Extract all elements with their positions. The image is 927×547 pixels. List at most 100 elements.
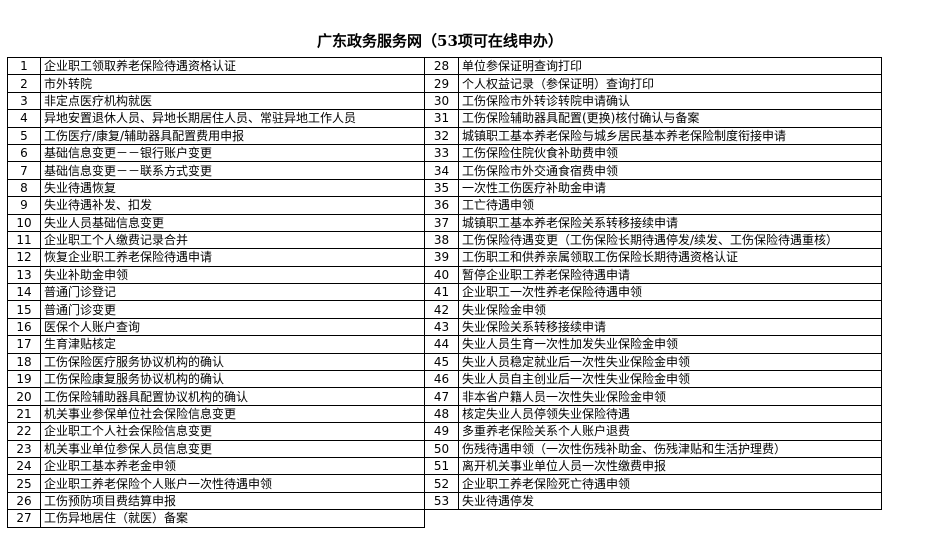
row-number: 21 <box>7 404 41 424</box>
row-number: 53 <box>424 491 459 511</box>
row-number: 25 <box>7 474 41 493</box>
row-number: 22 <box>7 422 41 441</box>
service-name: 失业待遇恢复 <box>40 178 425 198</box>
service-name: 失业待遇补发、扣发 <box>40 196 425 215</box>
service-name: 离开机关事业单位人员一次性缴费申报 <box>458 456 882 476</box>
table-row: 23 机关事业单位参保人员信息变更 <box>7 439 425 458</box>
service-name: 失业人员生育一次性加发失业保险金申领 <box>458 335 882 354</box>
service-name: 企业职工养老保险个人账户一次性待遇申领 <box>40 474 425 493</box>
table-row: 7 基础信息变更－－联系方式变更 <box>7 161 425 180</box>
table-row: 45 失业人员稳定就业后一次性失业保险金申领 <box>424 352 882 372</box>
table-row: 46 失业人员自主创业后一次性失业保险金申领 <box>424 370 882 389</box>
service-name: 失业人员自主创业后一次性失业保险金申领 <box>458 370 882 389</box>
table-row: 5 工伤医疗/康复/辅助器具配置费用申报 <box>7 126 425 145</box>
table-row: 32 城镇职工基本养老保险与城乡居民基本养老保险制度衔接申请 <box>424 126 882 145</box>
row-number: 10 <box>7 213 41 232</box>
table-row: 15 普通门诊变更 <box>7 300 425 319</box>
table-row: 22 企业职工个人社会保险信息变更 <box>7 422 425 441</box>
row-number: 33 <box>424 143 459 163</box>
row-number: 15 <box>7 300 41 319</box>
service-name: 异地安置退休人员、异地长期居住人员、常驻异地工作人员 <box>40 109 425 128</box>
service-name: 医保个人账户查询 <box>40 317 425 337</box>
row-number: 4 <box>7 109 41 128</box>
row-number: 7 <box>7 161 41 180</box>
table-row: 52 企业职工养老保险死亡待遇申领 <box>424 474 882 493</box>
service-name: 机关事业参保单位社会保险信息变更 <box>40 404 425 424</box>
row-number: 49 <box>424 422 459 441</box>
row-number: 16 <box>7 317 41 337</box>
table-row: 4 异地安置退休人员、异地长期居住人员、常驻异地工作人员 <box>7 109 425 128</box>
table-row: 18 工伤保险医疗服务协议机构的确认 <box>7 352 425 372</box>
service-name: 个人权益记录（参保证明）查询打印 <box>458 74 882 93</box>
service-name: 城镇职工基本养老保险与城乡居民基本养老保险制度衔接申请 <box>458 126 882 145</box>
table-row: 21 机关事业参保单位社会保险信息变更 <box>7 404 425 424</box>
row-number: 13 <box>7 265 41 285</box>
services-table-right: 28 单位参保证明查询打印 29 个人权益记录（参保证明）查询打印 30 工伤保险市外转诊… <box>424 56 882 511</box>
service-name: 工伤保险辅助器具配置(更换)核付确认与备案 <box>458 109 882 128</box>
row-number: 47 <box>424 387 459 406</box>
service-name: 多重养老保险关系个人账户退费 <box>458 422 882 441</box>
service-name: 单位参保证明查询打印 <box>458 56 882 76</box>
row-number: 51 <box>424 456 459 476</box>
page-title: 广东政务服务网（53项可在线申办） <box>317 32 563 50</box>
table-row: 14 普通门诊登记 <box>7 283 425 302</box>
row-number: 6 <box>7 143 41 163</box>
row-number: 36 <box>424 196 459 215</box>
row-number: 39 <box>424 248 459 267</box>
row-number: 2 <box>7 74 41 93</box>
table-row: 41 企业职工一次性养老保险待遇申领 <box>424 283 882 302</box>
table-row: 16 医保个人账户查询 <box>7 317 425 337</box>
service-name: 企业职工个人缴费记录合并 <box>40 230 425 250</box>
service-name: 工亡待遇申领 <box>458 196 882 215</box>
service-name: 工伤保险住院伙食补助费申领 <box>458 143 882 163</box>
row-number: 50 <box>424 439 459 458</box>
service-name: 工伤职工和供养亲属领取工伤保险长期待遇资格认证 <box>458 248 882 267</box>
service-name: 伤残待遇申领（一次性伤残补助金、伤残津贴和生活护理费） <box>458 439 882 458</box>
service-name: 工伤保险待遇变更（工伤保险长期待遇停发/续发、工伤保险待遇重核） <box>458 230 882 250</box>
row-number: 12 <box>7 248 41 267</box>
table-row: 20 工伤保险辅助器具配置协议机构的确认 <box>7 387 425 406</box>
row-number: 41 <box>424 283 459 302</box>
row-number: 3 <box>7 91 41 111</box>
table-row: 6 基础信息变更－－银行账户变更 <box>7 143 425 163</box>
row-number: 44 <box>424 335 459 354</box>
table-row: 19 工伤保险康复服务协议机构的确认 <box>7 370 425 389</box>
table-row: 37 城镇职工基本养老保险关系转移接续申请 <box>424 213 882 232</box>
table-row: 2 市外转院 <box>7 74 425 93</box>
table-row: 35 一次性工伤医疗补助金申请 <box>424 178 882 198</box>
row-number: 19 <box>7 370 41 389</box>
service-name: 普通门诊变更 <box>40 300 425 319</box>
table-row: 26 工伤预防项目费结算申报 <box>7 491 425 511</box>
table-row: 8 失业待遇恢复 <box>7 178 425 198</box>
service-name: 机关事业单位参保人员信息变更 <box>40 439 425 458</box>
row-number: 26 <box>7 491 41 511</box>
table-row: 25 企业职工养老保险个人账户一次性待遇申领 <box>7 474 425 493</box>
row-number: 11 <box>7 230 41 250</box>
table-row: 24 企业职工基本养老金申领 <box>7 456 425 476</box>
service-name: 失业人员稳定就业后一次性失业保险金申领 <box>458 352 882 372</box>
service-name: 工伤保险康复服务协议机构的确认 <box>40 370 425 389</box>
table-row: 31 工伤保险辅助器具配置(更换)核付确认与备案 <box>424 109 882 128</box>
service-name: 工伤保险辅助器具配置协议机构的确认 <box>40 387 425 406</box>
service-name: 企业职工养老保险死亡待遇申领 <box>458 474 882 493</box>
table-row: 48 核定失业人员停领失业保险待遇 <box>424 404 882 424</box>
table-row: 51 离开机关事业单位人员一次性缴费申报 <box>424 456 882 476</box>
service-name: 市外转院 <box>40 74 425 93</box>
service-name: 基础信息变更－－银行账户变更 <box>40 143 425 163</box>
row-number: 34 <box>424 161 459 180</box>
table-row: 44 失业人员生育一次性加发失业保险金申领 <box>424 335 882 354</box>
service-name: 企业职工个人社会保险信息变更 <box>40 422 425 441</box>
table-row: 53 失业待遇停发 <box>424 491 882 511</box>
service-name: 失业待遇停发 <box>458 491 882 511</box>
service-name: 失业保险金申领 <box>458 300 882 319</box>
row-number: 24 <box>7 456 41 476</box>
row-number: 32 <box>424 126 459 145</box>
row-number: 48 <box>424 404 459 424</box>
row-number: 18 <box>7 352 41 372</box>
service-name: 基础信息变更－－联系方式变更 <box>40 161 425 180</box>
row-number: 28 <box>424 56 459 76</box>
table-row: 47 非本省户籍人员一次性失业保险金申领 <box>424 387 882 406</box>
table-row: 9 失业待遇补发、扣发 <box>7 196 425 215</box>
service-name: 工伤保险医疗服务协议机构的确认 <box>40 352 425 372</box>
service-name: 一次性工伤医疗补助金申请 <box>458 178 882 198</box>
